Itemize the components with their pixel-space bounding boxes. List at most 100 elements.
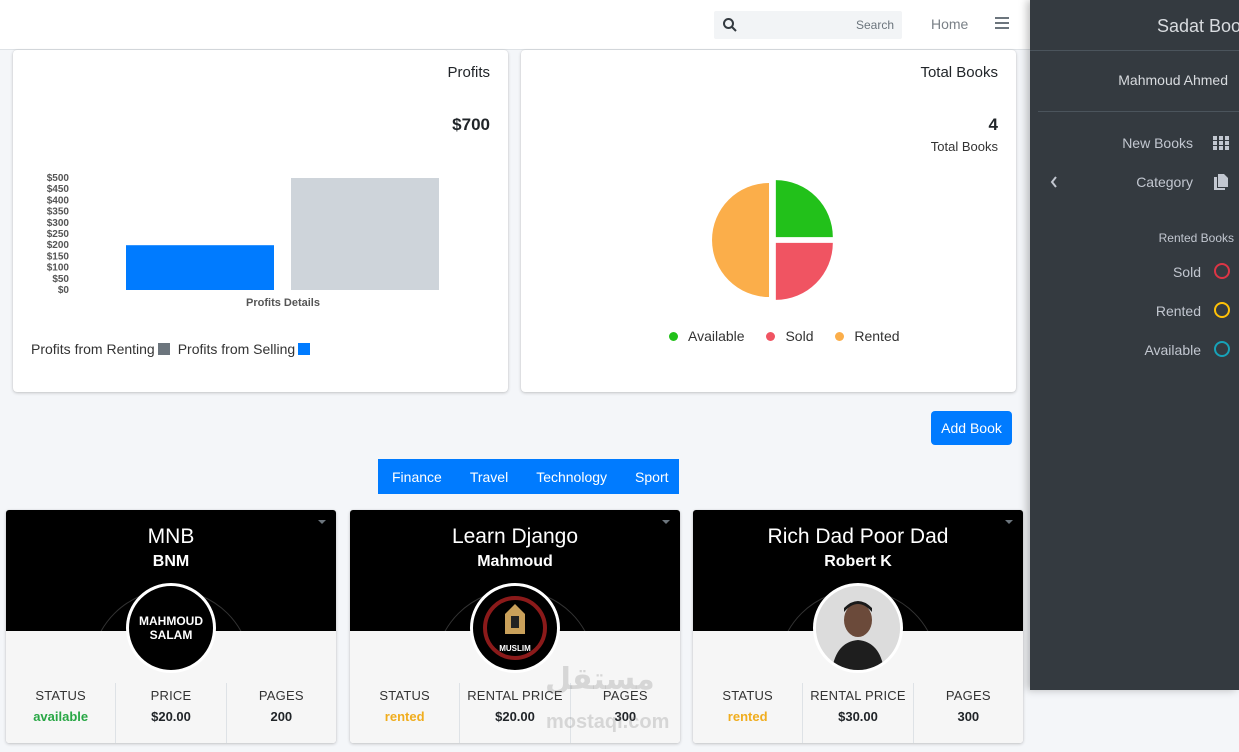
stat-status: STATUS rented bbox=[350, 683, 459, 743]
nav-home-link[interactable]: Home bbox=[931, 16, 969, 32]
warrior-logo-icon bbox=[483, 596, 547, 660]
book-stats: STATUS rented RENTAL PRICE $20.00 PAGES 300 bbox=[350, 683, 680, 743]
pie-slice[interactable] bbox=[775, 242, 833, 300]
bar[interactable] bbox=[291, 178, 439, 290]
hamburger-icon[interactable] bbox=[995, 17, 1009, 31]
circle-icon bbox=[1214, 263, 1230, 279]
book-stats: STATUS available PRICE $20.00 PAGES 200 bbox=[6, 683, 336, 743]
stat-pages: PAGES 200 bbox=[225, 683, 336, 743]
book-avatar bbox=[813, 583, 903, 673]
x-axis-label: Profits Details bbox=[246, 297, 320, 309]
stat-value: $30.00 bbox=[838, 709, 878, 724]
book-author: Mahmoud bbox=[477, 553, 553, 570]
stat-label: RENTAL PRICE bbox=[467, 688, 563, 703]
stat-value: rented bbox=[727, 709, 768, 724]
y-tick-label: $300 bbox=[47, 218, 70, 229]
legend-dot bbox=[835, 332, 845, 341]
y-tick-label: $450 bbox=[47, 184, 70, 195]
legend-label: Sold bbox=[785, 328, 814, 344]
stat-value: rented bbox=[384, 709, 425, 724]
user-panel[interactable]: Mahmoud Ahmed bbox=[1038, 51, 1239, 112]
chevron-left-icon[interactable] bbox=[1050, 176, 1058, 188]
pie-slice[interactable] bbox=[712, 183, 769, 297]
bar[interactable] bbox=[126, 245, 274, 290]
legend-swatch bbox=[157, 343, 170, 355]
total-books-title: Total Books bbox=[920, 64, 998, 81]
stat-pages: PAGES 300 bbox=[912, 683, 1023, 743]
tab-sport[interactable]: Sport bbox=[635, 468, 669, 485]
book-avatar: MAHMOUD SALAM bbox=[126, 583, 216, 673]
book-title: Rich Dad Poor Dad bbox=[767, 525, 949, 548]
sidebar-item-label: Rented bbox=[1155, 303, 1201, 319]
stat-label: PAGES bbox=[602, 688, 648, 703]
sidebar-item-available[interactable]: Available bbox=[1030, 335, 1239, 365]
stat-price: PRICE $20.00 bbox=[115, 683, 225, 743]
sidebar: Sadat Book Mahmoud Ahmed New Books Categ… bbox=[1030, 0, 1239, 690]
stat-status: STATUS rented bbox=[693, 683, 802, 743]
legend-swatch bbox=[298, 343, 311, 355]
dropdown-caret-icon[interactable] bbox=[1005, 520, 1013, 524]
y-tick-label: $200 bbox=[47, 240, 70, 251]
legend-label: Rented bbox=[854, 328, 900, 344]
dropdown-caret-icon[interactable] bbox=[318, 520, 326, 524]
total-books-card: Total Books 4 Total Books Available Sold… bbox=[521, 50, 1016, 392]
sidebar-item-label: Category bbox=[1136, 174, 1193, 190]
search-input[interactable]: Search bbox=[855, 18, 894, 32]
stat-label: PRICE bbox=[150, 688, 192, 703]
book-author: Robert K bbox=[824, 553, 892, 570]
profits-bar-chart: $500$450$400$350$300$250$200$150$100$50$… bbox=[47, 173, 439, 309]
stat-value: $20.00 bbox=[151, 709, 191, 724]
sidebar-item-label: Sold bbox=[1172, 264, 1201, 280]
stat-pages: PAGES 300 bbox=[569, 683, 680, 743]
legend-dot bbox=[669, 332, 678, 341]
person-photo-icon bbox=[816, 586, 900, 670]
y-tick-label: $0 bbox=[58, 285, 70, 296]
avatar-logo-text: MUSLIM bbox=[499, 644, 531, 653]
y-tick-label: $50 bbox=[52, 274, 69, 285]
book-stats: STATUS rented RENTAL PRICE $30.00 PAGES 300 bbox=[693, 683, 1023, 743]
sidebar-item-new-books[interactable]: New Books bbox=[1030, 128, 1239, 158]
y-tick-label: $500 bbox=[47, 173, 70, 184]
stat-value: $20.00 bbox=[495, 709, 535, 724]
stat-price: RENTAL PRICE $20.00 bbox=[459, 683, 569, 743]
sidebar-item-rented[interactable]: Rented bbox=[1030, 296, 1239, 326]
avatar-logo-text: MAHMOUD SALAM bbox=[139, 614, 203, 642]
grid-icon bbox=[1213, 136, 1229, 150]
book-title: Learn Django bbox=[451, 525, 579, 548]
legend-label: Profits from Selling bbox=[177, 341, 296, 357]
sidebar-item-category[interactable]: Category bbox=[1030, 167, 1239, 197]
pie-slice[interactable] bbox=[775, 180, 833, 238]
book-card[interactable]: MNB BNM MAHMOUD SALAM STATUS available PR… bbox=[6, 510, 336, 743]
book-card[interactable]: Rich Dad Poor Dad Robert K STATUS rented … bbox=[693, 510, 1023, 743]
brand[interactable]: Sadat Book bbox=[1030, 0, 1239, 51]
watermark-url: mostaql.com bbox=[546, 711, 670, 733]
sidebar-item-sold[interactable]: Sold bbox=[1030, 257, 1239, 287]
stat-value: 300 bbox=[957, 709, 980, 724]
sidebar-item-label: New Books bbox=[1122, 135, 1193, 151]
book-title: MNB bbox=[147, 525, 195, 548]
sidebar-header-rented-books: Rented Books bbox=[1158, 231, 1234, 245]
circle-icon bbox=[1214, 341, 1230, 357]
tab-technology[interactable]: Technology bbox=[536, 468, 608, 485]
stat-label: RENTAL PRICE bbox=[810, 688, 906, 703]
y-tick-label: $150 bbox=[47, 251, 70, 262]
book-card[interactable]: Learn Django Mahmoud MUSLIM STATUS rented… bbox=[350, 510, 680, 743]
stat-label: STATUS bbox=[379, 688, 430, 703]
y-tick-label: $250 bbox=[47, 229, 70, 240]
brand-text: Sadat Book bbox=[1157, 16, 1239, 36]
stat-value: 200 bbox=[270, 709, 293, 724]
y-tick-label: $350 bbox=[47, 207, 70, 218]
tab-travel[interactable]: Travel bbox=[469, 468, 509, 485]
dropdown-caret-icon[interactable] bbox=[662, 520, 670, 524]
search-box[interactable]: Search bbox=[714, 11, 902, 39]
add-book-button[interactable]: Add Book bbox=[931, 411, 1012, 445]
legend-label: Available bbox=[688, 328, 745, 344]
stat-value: 300 bbox=[614, 709, 637, 724]
tab-finance[interactable]: Finance bbox=[392, 468, 442, 485]
watermark-arabic: مستقل bbox=[545, 663, 655, 696]
total-books-subtitle: Total Books bbox=[930, 139, 998, 154]
legend-dot bbox=[766, 332, 776, 341]
file-icon bbox=[1214, 174, 1228, 190]
y-tick-label: $400 bbox=[47, 195, 70, 206]
book-author: BNM bbox=[152, 553, 190, 570]
